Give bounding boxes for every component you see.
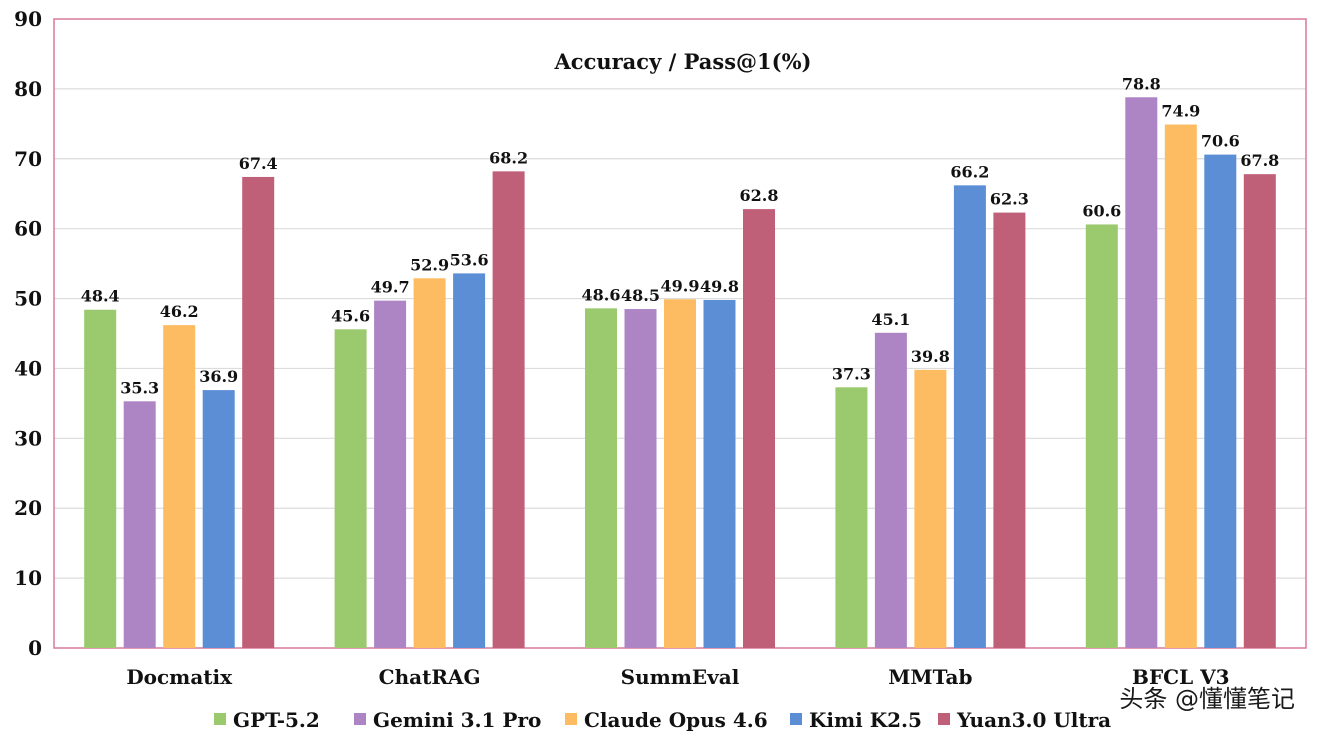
bar — [413, 278, 446, 648]
data-label: 48.6 — [582, 285, 621, 304]
y-tick-label: 90 — [14, 7, 42, 31]
x-tick-label: MMTab — [888, 665, 972, 689]
data-label: 36.9 — [199, 367, 238, 386]
legend-label: Claude Opus 4.6 — [584, 708, 768, 732]
data-label: 53.6 — [450, 250, 489, 269]
data-label: 45.1 — [871, 310, 910, 329]
legend: GPT-5.2 Gemini 3.1 Pro Claude Opus 4.6 Kimi… — [214, 708, 1111, 732]
legend-swatch — [938, 713, 950, 725]
data-label: 49.7 — [371, 278, 410, 297]
y-tick-label: 70 — [14, 147, 42, 171]
bar — [334, 329, 367, 648]
data-label: 67.8 — [1240, 151, 1279, 170]
legend-label: GPT-5.2 — [233, 708, 320, 732]
bar — [914, 369, 947, 648]
data-label: 52.9 — [410, 255, 449, 274]
bar — [874, 332, 907, 648]
watermark: 头条 @懂懂笔记 — [1119, 685, 1295, 713]
x-tick-label: SummEval — [621, 665, 740, 689]
bar — [835, 387, 868, 648]
legend-swatch — [565, 713, 577, 725]
y-axis-ticks: 0 10 20 30 40 50 60 70 80 90 — [14, 7, 42, 660]
bar — [84, 309, 117, 648]
y-tick-label: 50 — [14, 287, 42, 311]
data-label: 68.2 — [489, 148, 528, 167]
y-tick-label: 60 — [14, 217, 42, 241]
bar — [1164, 124, 1197, 648]
data-label: 78.8 — [1122, 74, 1161, 93]
bar — [453, 273, 486, 648]
bar — [242, 176, 275, 648]
data-label: 67.4 — [239, 154, 278, 173]
bar — [374, 300, 407, 648]
data-label: 37.3 — [832, 364, 871, 383]
bar — [953, 185, 986, 648]
bar — [703, 299, 736, 648]
bar — [123, 401, 156, 648]
bar — [492, 171, 525, 648]
data-label: 62.3 — [990, 190, 1029, 209]
bar — [202, 390, 235, 648]
y-tick-label: 30 — [14, 426, 42, 450]
bar — [1085, 224, 1118, 648]
data-label: 39.8 — [911, 347, 950, 366]
y-tick-label: 80 — [14, 77, 42, 101]
legend-swatch — [354, 713, 366, 725]
y-tick-label: 20 — [14, 496, 42, 520]
bar — [664, 299, 696, 648]
data-label: 48.5 — [621, 286, 660, 305]
x-tick-label: BFCL V3 — [1132, 665, 1229, 689]
data-label: 66.2 — [950, 162, 989, 181]
data-label: 62.8 — [740, 186, 779, 205]
data-label: 49.9 — [661, 276, 700, 295]
bar — [1243, 174, 1276, 649]
bar — [743, 209, 775, 648]
legend-label: Kimi K2.5 — [809, 708, 922, 732]
bar — [1125, 97, 1158, 648]
y-tick-label: 40 — [14, 356, 42, 380]
data-label: 48.4 — [81, 287, 120, 306]
data-label: 60.6 — [1082, 201, 1121, 220]
legend-swatch — [214, 713, 226, 725]
bar — [585, 308, 617, 648]
bar — [1204, 154, 1237, 648]
legend-swatch — [790, 713, 802, 725]
data-label: 35.3 — [120, 378, 159, 397]
bar — [993, 212, 1026, 648]
y-tick-label: 0 — [28, 636, 42, 660]
data-label: 70.6 — [1201, 132, 1240, 151]
category-labels: Docmatix ChatRAG SummEval MMTab BFCL V3 — [126, 665, 1229, 689]
y-tick-label: 10 — [14, 566, 42, 590]
bar — [163, 325, 196, 648]
bar — [624, 309, 657, 648]
bars — [84, 97, 1276, 649]
data-label: 46.2 — [160, 302, 199, 321]
data-label: 74.9 — [1161, 102, 1200, 121]
x-tick-label: ChatRAG — [379, 665, 481, 689]
chart-title: Accuracy / Pass@1(%) — [553, 49, 811, 74]
x-tick-label: Docmatix — [126, 665, 233, 689]
data-label: 49.8 — [700, 277, 739, 296]
data-label: 45.6 — [331, 306, 370, 325]
legend-label: Gemini 3.1 Pro — [373, 708, 541, 732]
value-labels: 48.4 35.3 46.2 36.9 67.4 45.649.752.9 53.6 68.2… — [81, 74, 1280, 397]
legend-label: Yuan3.0 Ultra — [956, 708, 1111, 732]
